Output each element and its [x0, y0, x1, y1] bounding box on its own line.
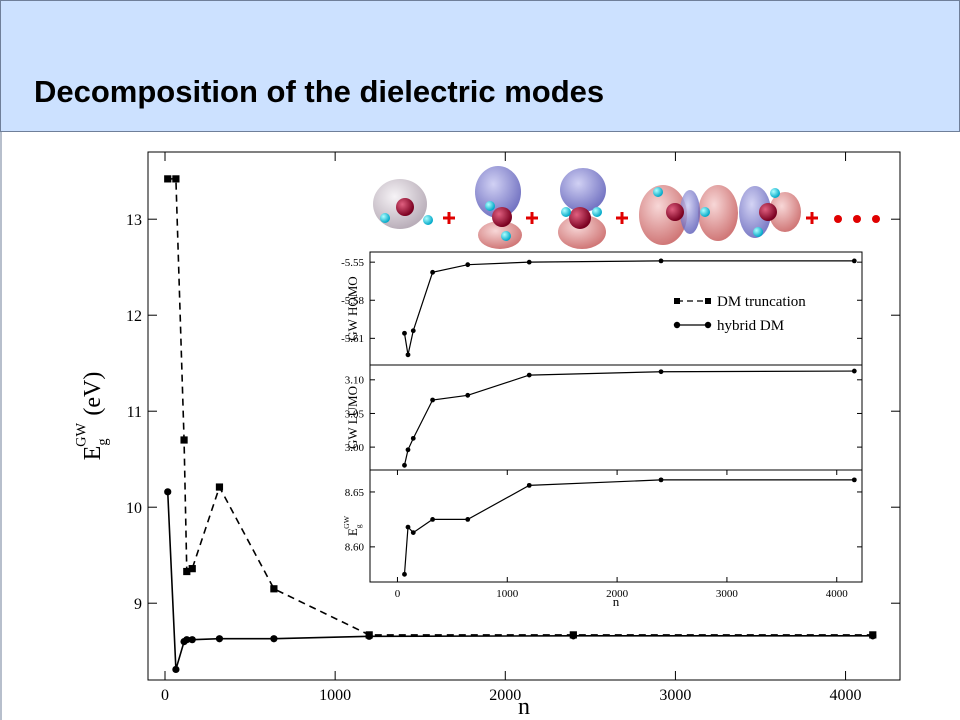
marker: [410, 328, 416, 334]
x-tick-label: 1000: [496, 588, 519, 600]
legend-marker: [673, 321, 681, 329]
marker: [172, 665, 180, 674]
y-tick-label: -5.55: [341, 257, 364, 269]
ellipsis-dots: [834, 215, 880, 223]
y-tick-label: 10: [126, 500, 142, 517]
plot-frame: [369, 251, 863, 366]
marker: [526, 372, 532, 378]
series-line: [167, 178, 873, 636]
marker: [430, 397, 435, 403]
y-label-sub: g: [354, 524, 363, 528]
orbital-images: [373, 166, 801, 249]
y-tick-label: 12: [126, 308, 142, 325]
y-tick-label: -5.61: [341, 333, 364, 345]
marker: [270, 635, 278, 643]
marker: [410, 435, 416, 441]
y-label-main: GW HOMO: [345, 276, 360, 340]
x-tick-label: 2000: [606, 588, 629, 600]
y-tick-label: 11: [127, 404, 142, 421]
marker: [402, 462, 407, 468]
legend-marker: [705, 298, 711, 304]
marker: [164, 175, 172, 183]
marker: [270, 585, 278, 593]
marker: [172, 175, 180, 183]
y-axis-label: GW HOMO: [345, 276, 360, 340]
marker: [183, 567, 191, 576]
x-tick-label: 4000: [826, 588, 849, 600]
y-axis-label: EgGW: [342, 515, 363, 536]
marker: [526, 482, 532, 488]
marker: [405, 524, 411, 530]
marker: [526, 259, 532, 265]
y-tick-label: 3.00: [345, 442, 365, 454]
series-line: [403, 260, 855, 355]
marker: [164, 488, 172, 496]
plot-frame: [369, 469, 863, 583]
marker: [851, 477, 857, 483]
series-line: [166, 491, 873, 670]
y-label-main: E: [80, 446, 106, 461]
x-tick-label: 0: [395, 588, 401, 600]
marker: [869, 632, 877, 640]
header-band: [0, 0, 960, 132]
y-tick-label: 3.05: [345, 408, 365, 420]
x-tick-label: 1000: [319, 687, 351, 704]
x-tick-label: 0: [161, 687, 169, 704]
x-tick-label: 2000: [489, 687, 521, 704]
plus-signs: [443, 212, 818, 224]
legend-label: hybrid DM: [717, 318, 784, 334]
marker: [430, 517, 435, 522]
x-tick-label: 3000: [716, 588, 739, 600]
marker: [851, 368, 857, 374]
x-tick-label: 3000: [659, 687, 691, 704]
x-axis-label: n: [613, 594, 620, 609]
marker: [188, 565, 196, 573]
marker: [465, 392, 471, 398]
marker: [410, 530, 416, 535]
x-axis-label: n: [518, 694, 530, 720]
marker: [851, 258, 857, 264]
plot-frame: [369, 364, 863, 471]
marker: [569, 632, 577, 640]
marker: [430, 269, 435, 275]
legend-marker: [674, 298, 680, 304]
y-tick-label: 13: [126, 212, 142, 229]
y-label-sup: GW: [74, 422, 90, 446]
plot-frames: [147, 151, 901, 681]
legend-label: DM truncation: [717, 294, 806, 310]
marker: [402, 330, 407, 336]
marker: [658, 369, 664, 375]
y-label-main: E: [345, 528, 360, 536]
marker: [405, 352, 411, 358]
y-tick-label: 3.10: [345, 375, 365, 387]
y-label-sup: GW: [342, 515, 351, 529]
y-tick-label: 9: [134, 596, 142, 613]
marker: [215, 635, 224, 643]
y-axis-label: GW LUMO: [345, 386, 360, 449]
y-label-unit: (eV): [80, 372, 106, 416]
y-label-main: GW LUMO: [345, 386, 360, 449]
y-label-sub: g: [95, 438, 111, 445]
marker: [183, 636, 191, 644]
y-tick-label: -5.58: [341, 295, 364, 307]
legend-marker: [704, 321, 712, 329]
marker: [180, 436, 188, 444]
slide-title: Decomposition of the dielectric modes: [34, 74, 605, 109]
y-tick-label: 8.60: [345, 542, 365, 554]
y-axis-label: Eg GW (eV): [74, 372, 112, 461]
x-tick-label: 4000: [830, 687, 862, 704]
marker: [658, 258, 664, 264]
marker: [365, 632, 373, 640]
y-tick-label: 8.65: [345, 487, 365, 499]
marker: [465, 262, 471, 268]
marker: [215, 483, 224, 491]
marker: [658, 477, 664, 483]
marker: [188, 636, 196, 644]
marker: [465, 517, 471, 522]
marker: [402, 571, 407, 577]
marker: [405, 447, 411, 453]
